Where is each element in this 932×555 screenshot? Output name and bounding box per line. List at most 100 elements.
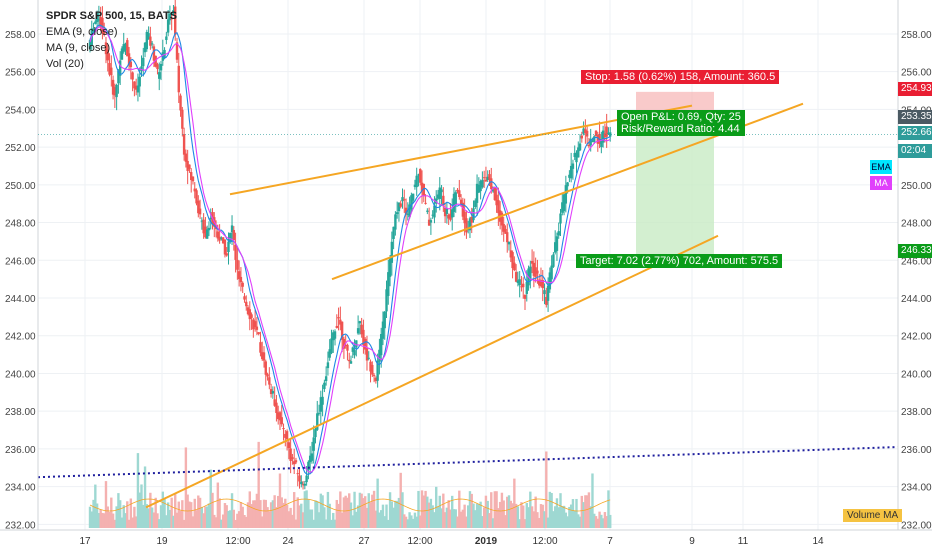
volume-bar xyxy=(152,512,156,528)
candle-body xyxy=(154,55,157,67)
candle-body xyxy=(518,279,521,286)
volume-bar xyxy=(156,513,159,528)
candle-body xyxy=(582,128,585,134)
volume-bar xyxy=(529,491,532,528)
volume-bar xyxy=(596,518,599,528)
candle-body xyxy=(435,198,438,204)
last-price-tag: 252.66 xyxy=(898,126,932,140)
candle-body xyxy=(362,329,365,345)
vol-legend-label[interactable]: Vol (20) xyxy=(46,58,84,70)
price-tick-left: 236.00 xyxy=(5,445,36,456)
volume-bar xyxy=(585,495,589,528)
candle-body xyxy=(575,152,578,163)
volume-bar xyxy=(175,512,179,528)
candle-body xyxy=(452,193,456,212)
volume-bar xyxy=(245,516,248,528)
candle-body xyxy=(220,237,223,239)
volume-bar xyxy=(95,503,99,528)
candle-body xyxy=(427,219,431,226)
volume-bar xyxy=(333,519,337,528)
candle-body xyxy=(523,295,527,299)
candle-body xyxy=(275,402,278,414)
candle-body xyxy=(468,218,472,231)
candle-body xyxy=(271,391,275,394)
candle-body xyxy=(578,143,582,151)
time-tick: 9 xyxy=(689,536,695,547)
volume-bar xyxy=(285,504,289,528)
volume-bar xyxy=(323,507,326,528)
candle-body xyxy=(550,265,553,280)
volume-bar xyxy=(401,492,404,528)
volume-bar xyxy=(569,504,573,528)
candle-body xyxy=(433,205,436,218)
candle-body xyxy=(150,43,154,45)
volume-bar xyxy=(530,506,534,528)
volume-bar xyxy=(163,498,166,528)
volume-bar xyxy=(234,519,237,528)
volume-bar xyxy=(154,497,157,528)
volume-bar xyxy=(118,500,122,528)
candle-body xyxy=(221,237,225,244)
volume-bar xyxy=(214,517,218,528)
volume-bar xyxy=(216,482,220,528)
candle-body xyxy=(92,29,95,31)
volume-ma-badge[interactable]: Volume MA xyxy=(843,509,903,522)
ma-legend-label[interactable]: MA (9, close) xyxy=(46,42,111,54)
candle-body xyxy=(159,63,163,71)
volume-bar xyxy=(353,491,356,528)
candle-body xyxy=(349,361,353,364)
price-tick-right: 236.00 xyxy=(901,445,932,456)
volume-bar xyxy=(497,508,500,528)
volume-bar xyxy=(264,499,267,528)
volume-bar xyxy=(568,506,571,528)
volume-bar xyxy=(143,466,147,528)
volume-bar xyxy=(536,512,539,528)
candle-body xyxy=(438,187,441,199)
candle-body xyxy=(310,453,314,461)
candle-body xyxy=(284,433,287,438)
candle-body xyxy=(426,210,429,212)
candle-body xyxy=(319,397,323,412)
target-price-tag: 246.33 xyxy=(898,244,932,258)
volume-bar xyxy=(259,500,262,528)
ema-line xyxy=(89,24,611,475)
candle-body xyxy=(307,461,310,470)
target-label[interactable]: Target: 7.02 (2.77%) 702, Amount: 575.5 xyxy=(576,254,783,268)
volume-bar xyxy=(179,510,182,528)
price-tick-right: 242.00 xyxy=(901,332,932,343)
time-tick: 17 xyxy=(79,536,91,547)
volume-bar xyxy=(138,492,141,528)
candle-body xyxy=(308,455,312,463)
volume-bar xyxy=(202,513,205,528)
candle-body xyxy=(395,212,399,215)
candle-body xyxy=(458,190,461,198)
symbol-label[interactable]: SPDR S&P 500, 15, BATS xyxy=(46,10,178,22)
volume-bar xyxy=(493,491,497,528)
candle-body xyxy=(420,182,424,192)
volume-bar xyxy=(159,505,163,528)
volume-bar xyxy=(379,510,383,528)
high-price-tag: 253.35 xyxy=(898,110,932,124)
candle-body xyxy=(600,139,603,148)
candle-body xyxy=(530,261,534,264)
candle-body xyxy=(593,136,596,142)
candle-body xyxy=(500,212,504,226)
open-pnl-label[interactable]: Open P&L: 0.69, Qty: 25 Risk/Reward Rati… xyxy=(617,110,745,136)
candle-body xyxy=(404,207,408,215)
ma-badge[interactable]: MA xyxy=(870,176,892,190)
volume-bar xyxy=(301,512,305,528)
price-tick-right: 232.00 xyxy=(901,520,932,531)
stop-loss-label[interactable]: Stop: 1.58 (0.62%) 158, Amount: 360.5 xyxy=(581,70,780,84)
ema-badge[interactable]: EMA xyxy=(870,160,892,174)
volume-bar xyxy=(177,501,180,528)
candle-body xyxy=(156,64,159,70)
candle-body xyxy=(481,179,484,188)
candle-body xyxy=(603,133,607,138)
candle-body xyxy=(514,272,518,282)
ema-legend-label[interactable]: EMA (9, close) xyxy=(46,26,118,38)
candle-body xyxy=(145,31,149,50)
candle-body xyxy=(294,460,298,463)
volume-bar xyxy=(498,501,502,528)
